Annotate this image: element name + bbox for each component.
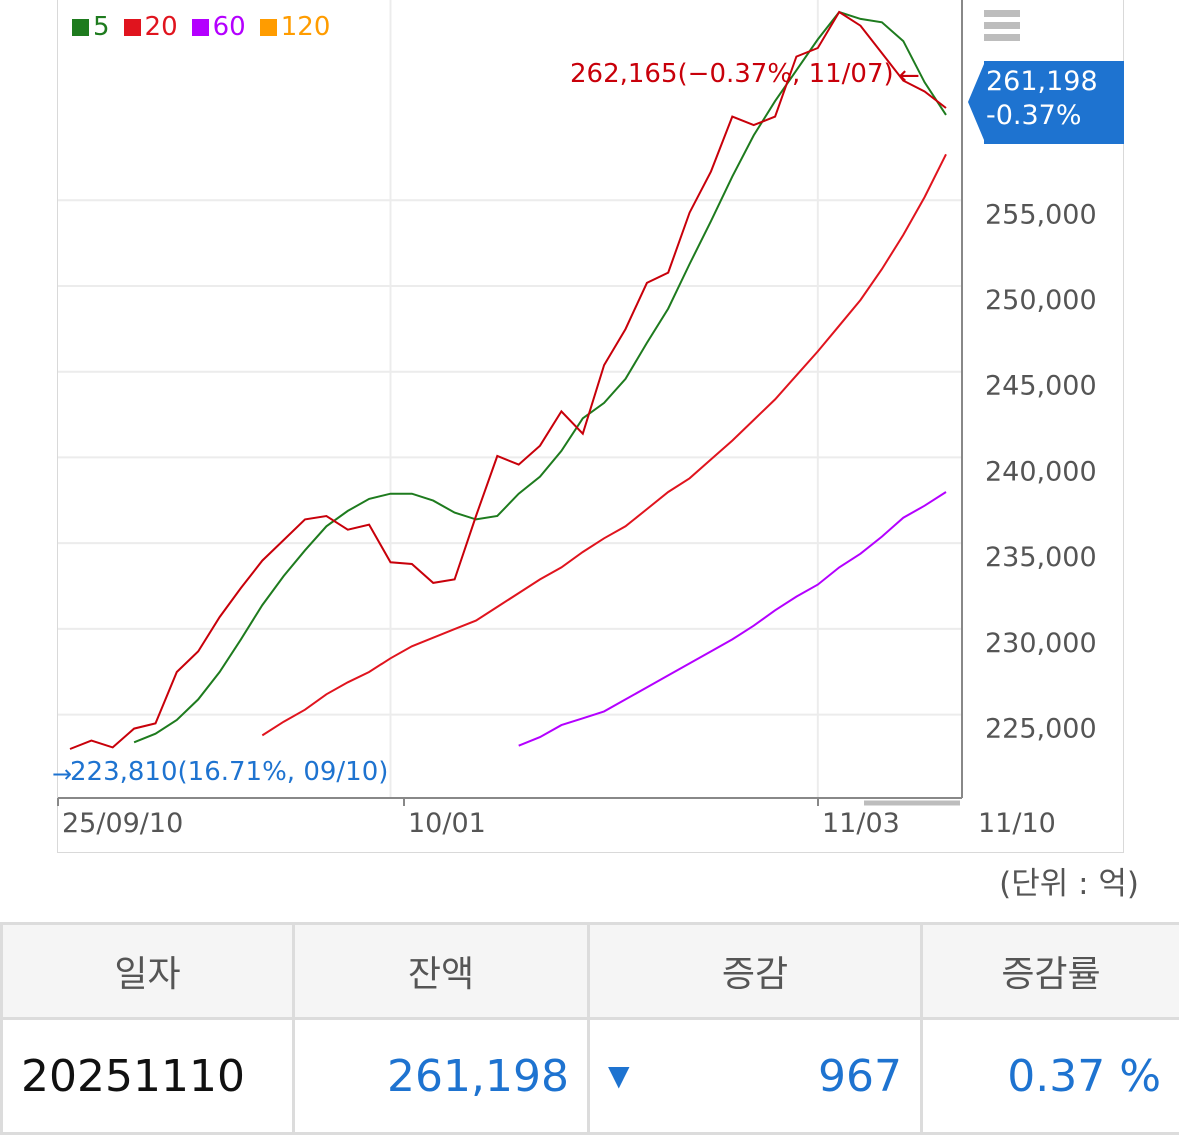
series-line-60 [519, 492, 946, 746]
table-header-row: 일자 잔액 증감 증감률 [2, 924, 1179, 1019]
max-annotation: 262,165(−0.37%, 11/07) [570, 59, 894, 89]
header-change: 증감 [589, 924, 922, 1019]
y-tick-label: 240,000 [985, 456, 1097, 487]
last-change: -0.37% [986, 99, 1124, 133]
y-tick-label: 230,000 [985, 628, 1097, 659]
min-annotation: 223,810(16.71%, 09/10) [70, 757, 388, 787]
x-tick-label: 11/03 [822, 808, 900, 839]
legend-swatch-60 [192, 19, 209, 36]
table-row: 20251110 261,198 ▼ 967 0.37 % [2, 1019, 1179, 1134]
cell-amount: 261,198 [294, 1019, 589, 1134]
legend-item-120[interactable]: 120 [260, 12, 331, 42]
down-triangle-icon: ▼ [608, 1059, 630, 1092]
legend-swatch-20 [124, 19, 141, 36]
cell-change: ▼ 967 [589, 1019, 922, 1134]
series-line-20 [262, 154, 946, 735]
legend-item-20[interactable]: 20 [124, 12, 178, 42]
legend-item-5[interactable]: 5 [72, 12, 110, 42]
x-tick-label: 25/09/10 [62, 808, 183, 839]
header-rate: 증감률 [922, 924, 1179, 1019]
legend-item-60[interactable]: 60 [192, 12, 246, 42]
x-tick-label: 10/01 [408, 808, 486, 839]
unit-label: (단위 : 억) [999, 858, 1139, 903]
x-tick-label: 11/10 [978, 808, 1056, 839]
series-line-5 [134, 12, 946, 742]
y-tick-label: 250,000 [985, 285, 1097, 316]
series-line-잔액 [70, 12, 946, 749]
header-amount: 잔액 [294, 924, 589, 1019]
legend-label-20: 20 [145, 12, 178, 42]
menu-icon[interactable] [984, 10, 1020, 46]
y-tick-label: 245,000 [985, 371, 1097, 402]
cell-change-value: 967 [818, 1051, 902, 1102]
legend-label-60: 60 [213, 12, 246, 42]
legend-swatch-120 [260, 19, 277, 36]
legend-label-5: 5 [93, 12, 110, 42]
summary-table: 일자 잔액 증감 증감률 20251110 261,198 ▼ 967 0.37… [0, 922, 1179, 1135]
cell-rate: 0.37 % [922, 1019, 1179, 1134]
last-value: 261,198 [986, 65, 1124, 99]
header-date: 일자 [2, 924, 294, 1019]
legend-swatch-5 [72, 19, 89, 36]
cell-date: 20251110 [2, 1019, 294, 1134]
last-value-pointer [968, 64, 984, 140]
last-value-badge: 261,198 -0.37% [984, 61, 1124, 144]
legend-label-120: 120 [281, 12, 331, 42]
y-tick-label: 255,000 [985, 199, 1097, 230]
max-arrow-icon: ← [898, 61, 920, 91]
y-tick-label: 235,000 [985, 542, 1097, 573]
chart-legend: 5 20 60 120 [72, 12, 330, 42]
y-tick-label: 225,000 [985, 714, 1097, 745]
